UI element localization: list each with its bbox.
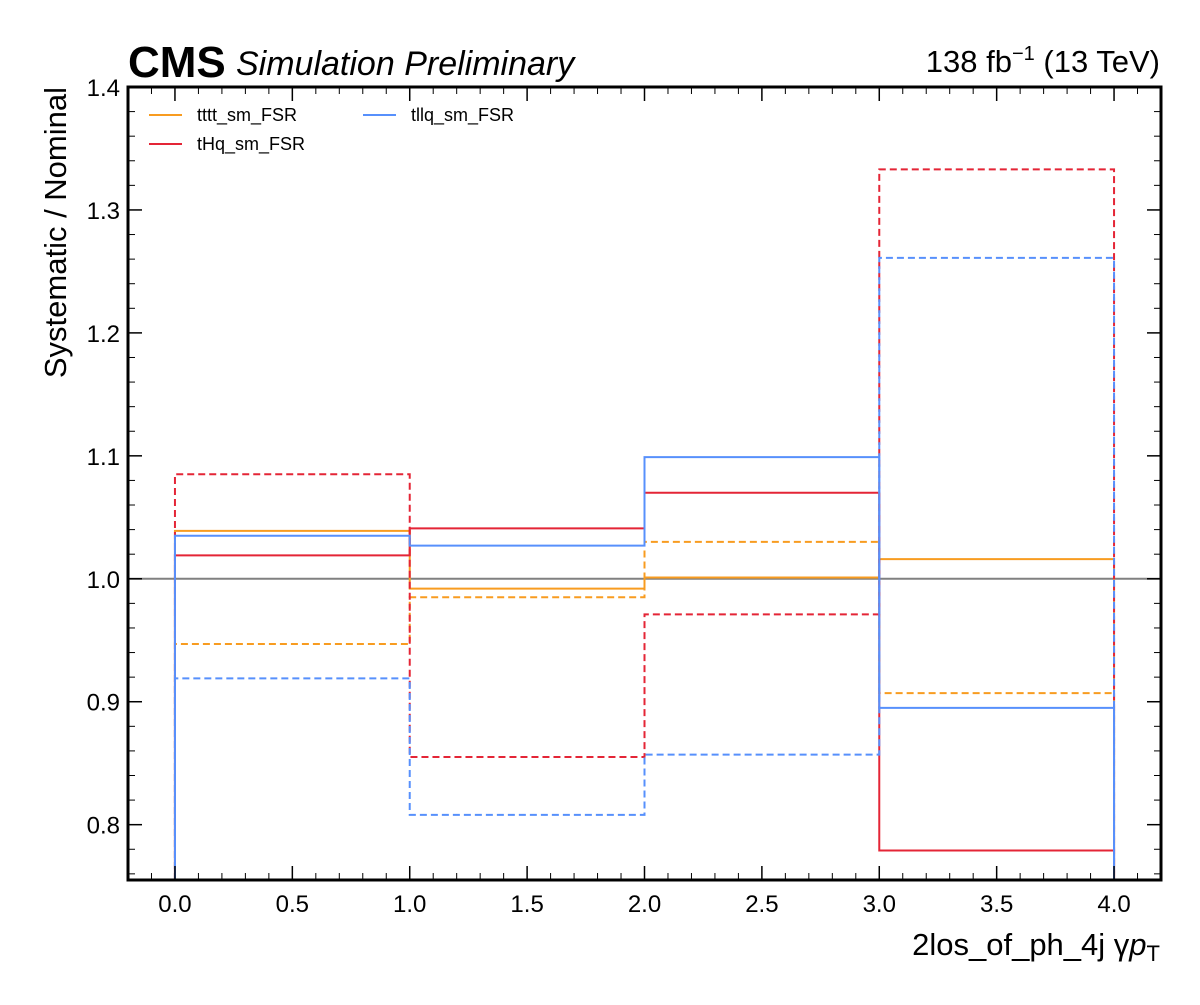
x-tick-label: 2.5 — [745, 891, 778, 918]
y-axis-title: Systematic / Nominal — [38, 87, 73, 378]
lumi-energy: (13 TeV) — [1035, 44, 1160, 79]
y-tick-label: 1.2 — [87, 321, 120, 348]
legend-label-tllq_sm_FSR: tllq_sm_FSR — [411, 105, 514, 126]
x-axis-title: 2los_of_ph_4j γpT — [912, 927, 1160, 966]
series-tHq_sm_FSR-down — [173, 168, 1116, 880]
x-axis-title-gamma: γ — [1114, 927, 1130, 962]
x-axis-title-main: 2los_of_ph_4j — [912, 927, 1105, 962]
x-axis-title-sub: T — [1147, 941, 1160, 966]
y-tick-label: 1.1 — [87, 444, 120, 471]
luminosity-label: 138 fb−1 (13 TeV) — [926, 43, 1160, 79]
legend-label-tttt_sm_FSR: tttt_sm_FSR — [197, 105, 297, 126]
x-tick-label: 4.0 — [1097, 891, 1130, 918]
x-tick-label: 0.0 — [158, 891, 191, 918]
lumi-value: 138 fb — [926, 44, 1012, 79]
x-tick-label: 3.0 — [863, 891, 896, 918]
plot-area: 0.0 0.5 1.0 1.5 2.0 2.5 3.0 3.5 4.0 0.8 0.9 1.0 1.1 1… — [87, 75, 1163, 918]
legend-label-tHq_sm_FSR: tHq_sm_FSR — [197, 134, 305, 155]
x-tick-label: 0.5 — [276, 891, 309, 918]
series-tttt_sm_FSR-up — [173, 529, 1116, 880]
status-label: Simulation Preliminary — [236, 45, 576, 83]
lumi-exponent: −1 — [1012, 43, 1035, 65]
series-tllq_sm_FSR-down — [173, 256, 1116, 880]
y-tick-label: 1.0 — [87, 567, 120, 594]
x-axis-title-spacer — [1105, 927, 1114, 962]
y-tick-label: 0.8 — [87, 813, 120, 840]
series-tttt_sm_FSR-down — [173, 540, 1116, 880]
y-tick-label: 0.9 — [87, 690, 120, 717]
x-tick-label: 1.0 — [393, 891, 426, 918]
x-tick-label: 2.0 — [628, 891, 661, 918]
y-tick-label: 1.4 — [87, 75, 120, 102]
y-tick-label: 1.3 — [87, 198, 120, 225]
x-tick-label: 1.5 — [510, 891, 543, 918]
x-tick-label: 3.5 — [980, 891, 1013, 918]
series-tllq_sm_FSR-up — [173, 456, 1116, 880]
x-axis-title-p: p — [1128, 927, 1146, 962]
experiment-label: CMS — [128, 38, 226, 87]
